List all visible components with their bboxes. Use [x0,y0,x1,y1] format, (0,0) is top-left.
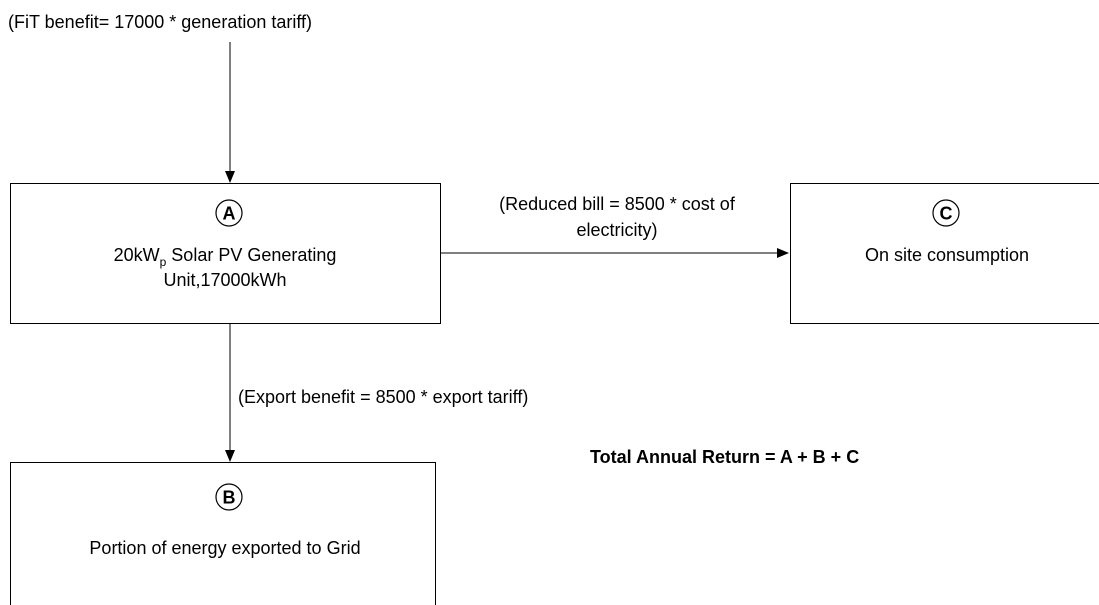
edge-label: electricity) [576,220,657,240]
edge-label: (Export benefit = 8500 * export tariff) [238,387,528,407]
node-label: 20kWp Solar PV Generating [114,245,337,269]
label-sub: p [160,255,167,269]
node-badge [215,483,243,511]
node-label: On site consumption [865,245,1029,265]
node-label: Portion of energy exported to Grid [89,538,360,558]
node-badge [215,199,243,227]
label-part: 20kW [114,245,160,265]
node-id: B [223,488,236,508]
fit-label: (FiT benefit= 17000 * generation tariff) [8,12,312,32]
node-id: A [223,204,236,224]
total-label: Total Annual Return = A + B + C [590,447,859,467]
node-box [10,462,436,605]
edge-label: (Reduced bill = 8500 * cost of [499,194,736,214]
label-part: Solar PV Generating [171,245,336,265]
node-badge [932,199,960,227]
node-id: C [940,204,953,224]
node-label: Unit,17000kWh [163,270,286,290]
